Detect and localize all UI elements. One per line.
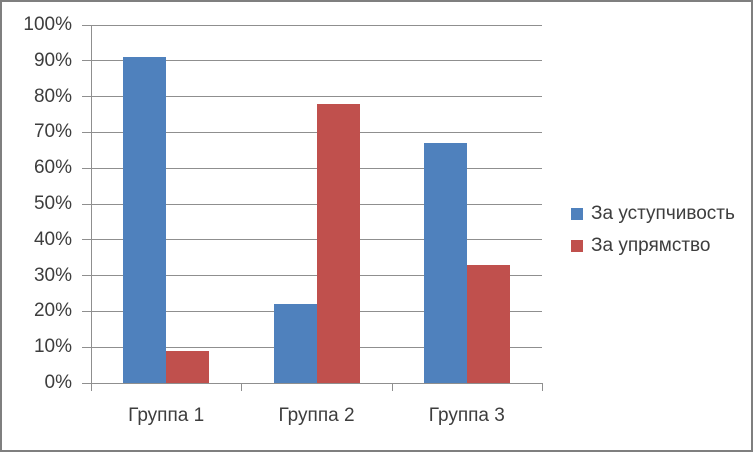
y-axis-tick <box>82 203 91 205</box>
y-axis-tick <box>82 275 91 277</box>
y-axis-tick <box>82 239 91 241</box>
legend: За уступчивость За упрямство <box>571 202 735 258</box>
bar-Группа 1-За упрямство <box>166 350 210 383</box>
y-axis-label: 70% <box>33 121 72 143</box>
x-axis-label: Группа 3 <box>428 405 505 426</box>
y-axis-label: 100% <box>23 14 72 35</box>
x-axis-tick <box>391 383 393 391</box>
legend-swatch-red <box>571 240 583 252</box>
legend-label-series-1: За уступчивость <box>591 203 735 224</box>
bar-Группа 2-За уступчивость <box>273 304 317 383</box>
x-axis-label: Группа 2 <box>278 405 355 426</box>
bar-Группа 3-За уступчивость <box>423 143 467 383</box>
legend-label-series-2: За упрямство <box>591 235 711 256</box>
y-axis-label: 40% <box>33 228 72 250</box>
y-axis-label: 0% <box>44 372 72 393</box>
y-axis-label: 20% <box>33 300 72 322</box>
y-axis-tick <box>82 382 91 384</box>
y-axis-tick <box>82 310 91 312</box>
y-axis-tick <box>82 96 91 98</box>
y-axis-tick <box>82 60 91 62</box>
y-axis-tick <box>82 167 91 169</box>
y-axis-label: 30% <box>33 264 72 286</box>
x-axis-label: Группа 1 <box>128 405 205 426</box>
x-axis-tick <box>542 383 543 391</box>
y-axis-line <box>91 25 92 383</box>
y-axis-label: 60% <box>33 157 72 179</box>
y-gridline <box>91 24 542 26</box>
legend-swatch-blue <box>571 208 583 220</box>
x-axis-line <box>91 383 543 384</box>
y-axis-tick <box>82 346 91 348</box>
y-axis-tick <box>82 24 91 26</box>
y-axis-tick <box>82 131 91 133</box>
bar-Группа 1-За уступчивость <box>123 57 167 383</box>
y-gridline <box>91 60 542 62</box>
y-axis-label: 90% <box>33 49 72 71</box>
bar-Группа 3-За упрямство <box>466 264 510 383</box>
y-axis-label: 10% <box>33 336 72 358</box>
y-axis-label: 80% <box>33 85 72 107</box>
bar-Группа 2-За упрямство <box>316 103 360 383</box>
y-gridline <box>91 96 542 98</box>
legend-item-series-1: За уступчивость <box>571 202 735 226</box>
x-axis-tick <box>91 383 92 391</box>
x-axis-tick <box>241 383 243 391</box>
y-axis-label: 50% <box>33 193 72 214</box>
legend-item-series-2: За упрямство <box>571 234 735 258</box>
